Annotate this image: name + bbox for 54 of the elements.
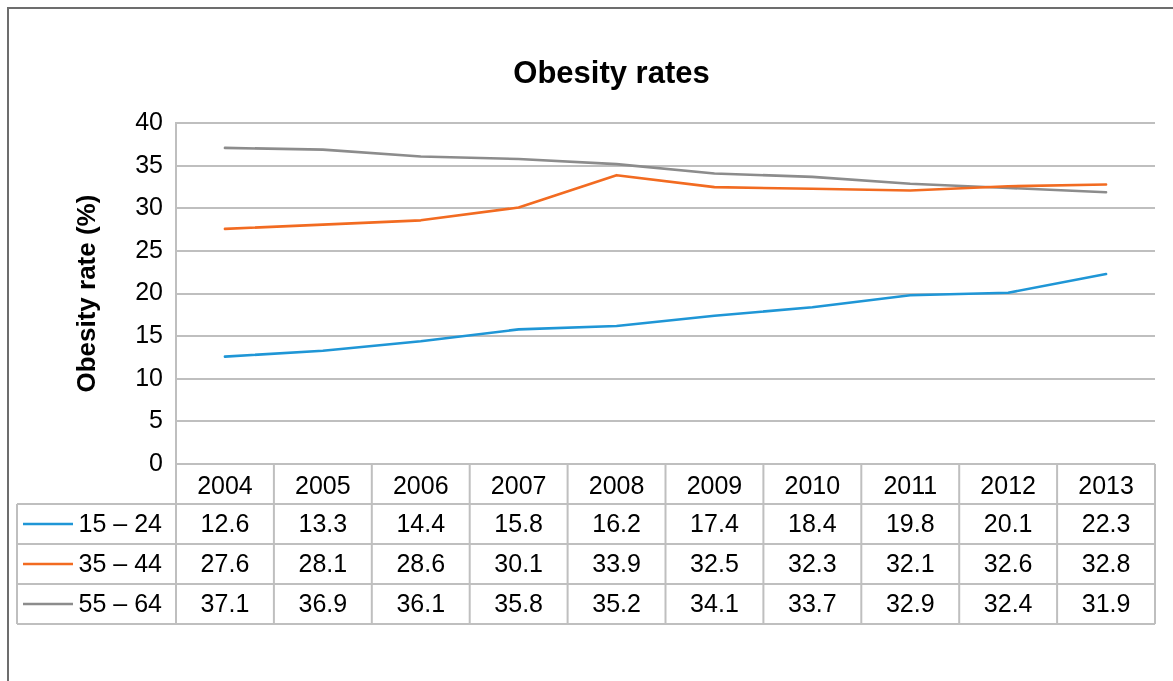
x-tick-label: 2007 <box>490 470 547 499</box>
data-label: 32.1 <box>885 548 935 577</box>
data-label: 32.4 <box>983 588 1033 617</box>
data-label: 30.1 <box>494 548 543 577</box>
data-label: 32.5 <box>690 548 739 577</box>
y-tick-label: 25 <box>135 234 163 263</box>
data-label: 36.1 <box>396 588 446 617</box>
data-label: 36.9 <box>298 588 348 617</box>
data-label: 35.8 <box>494 588 543 617</box>
data-label: 32.3 <box>788 548 837 577</box>
y-tick-label: 15 <box>135 320 163 349</box>
data-label: 27.6 <box>200 548 250 577</box>
chart-title: Obesity rates <box>513 55 710 91</box>
legend-label: 35 – 44 <box>78 548 163 577</box>
legend-label: 15 – 24 <box>78 508 163 537</box>
data-label: 32.9 <box>885 588 935 617</box>
x-tick-label: 2011 <box>883 470 938 499</box>
data-label: 22.3 <box>1081 508 1131 537</box>
data-label: 16.2 <box>592 508 641 537</box>
data-label: 28.6 <box>396 548 446 577</box>
data-label: 18.4 <box>788 508 837 537</box>
data-label: 34.1 <box>690 588 739 617</box>
data-label: 14.4 <box>396 508 446 537</box>
data-label: 33.9 <box>592 548 641 577</box>
x-tick-label: 2004 <box>197 470 253 499</box>
y-tick-label: 30 <box>135 192 163 221</box>
data-label: 37.1 <box>200 588 250 617</box>
data-label: 13.3 <box>298 508 348 537</box>
y-tick-label: 5 <box>149 405 163 434</box>
legend-label: 55 – 64 <box>78 588 163 617</box>
x-tick-label: 2010 <box>784 470 841 499</box>
data-label: 32.6 <box>983 548 1033 577</box>
x-tick-label: 2008 <box>588 470 645 499</box>
y-tick-label: 40 <box>135 107 163 136</box>
x-tick-label: 2013 <box>1078 470 1134 499</box>
x-tick-label: 2006 <box>392 470 449 499</box>
data-label: 12.6 <box>200 508 250 537</box>
data-label: 35.2 <box>592 588 641 617</box>
x-tick-label: 2009 <box>686 470 743 499</box>
x-tick-label: 2012 <box>980 470 1036 499</box>
data-label: 33.7 <box>788 588 837 617</box>
data-label: 15.8 <box>494 508 543 537</box>
y-tick-label: 0 <box>149 447 163 476</box>
data-label: 28.1 <box>298 548 348 577</box>
y-tick-label: 20 <box>135 277 163 306</box>
data-label: 32.8 <box>1081 548 1131 577</box>
x-tick-label: 2005 <box>295 470 351 499</box>
y-axis-title: Obesity rate (%) <box>70 194 101 393</box>
data-label: 31.9 <box>1081 588 1131 617</box>
y-tick-label: 10 <box>135 362 163 391</box>
data-label: 20.1 <box>983 508 1033 537</box>
data-label: 17.4 <box>690 508 739 537</box>
y-tick-label: 35 <box>135 149 163 178</box>
data-label: 19.8 <box>885 508 935 537</box>
